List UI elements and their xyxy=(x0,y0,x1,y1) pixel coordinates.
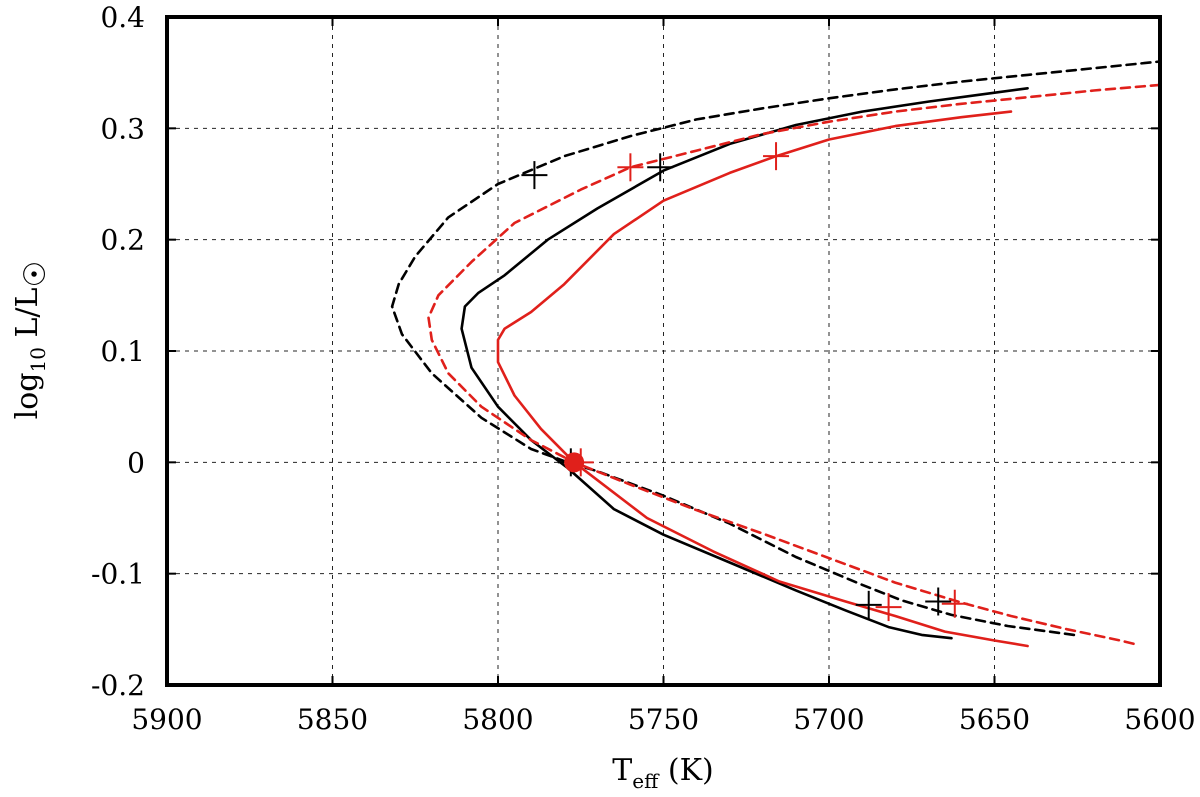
x-tick-label: 5600 xyxy=(1124,703,1195,736)
y-tick-label: 0.3 xyxy=(100,112,145,145)
grid xyxy=(167,17,1160,685)
series-line-black-dashed xyxy=(390,60,1162,637)
x-tick-label: 5850 xyxy=(297,703,368,736)
x-tick-label: 5700 xyxy=(793,703,864,736)
series-line-red-solid xyxy=(496,110,1029,648)
cross-marker-red xyxy=(763,142,790,171)
x-axis-title: Teff (K) xyxy=(612,753,713,793)
cross-marker-black xyxy=(521,161,548,190)
x-tick-label: 5900 xyxy=(131,703,202,736)
series-line-red-dashed xyxy=(427,83,1162,646)
y-tick-label: -0.1 xyxy=(91,558,145,591)
cross-marker-red xyxy=(941,589,968,618)
y-axis-title: log10 L/L☉ xyxy=(10,261,53,420)
filled-point-red xyxy=(564,452,585,473)
cross-marker-black xyxy=(647,153,674,182)
plot-frame xyxy=(165,15,1162,687)
cross-marker-black xyxy=(855,590,882,619)
series-layer xyxy=(390,60,1162,648)
series-line-black-solid xyxy=(460,87,1029,640)
y-tick-label: -0.2 xyxy=(91,669,145,702)
ticks: 5900 5850 5800 5750 5700 5650 5600 -0.2 -0.1 0 0.1… xyxy=(91,1,1196,736)
x-tick-label: 5800 xyxy=(462,703,533,736)
x-tick-label: 5750 xyxy=(628,703,699,736)
y-tick-label: 0.4 xyxy=(100,1,145,34)
y-tick-label: 0.2 xyxy=(100,224,145,257)
y-tick-label: 0.1 xyxy=(100,335,145,368)
y-tick-label: 0 xyxy=(127,446,145,479)
cross-marker-red xyxy=(875,593,902,622)
cross-marker-red xyxy=(617,153,644,182)
marker-layer xyxy=(521,142,968,622)
cross-marker-black xyxy=(925,587,952,616)
x-tick-label: 5650 xyxy=(959,703,1030,736)
